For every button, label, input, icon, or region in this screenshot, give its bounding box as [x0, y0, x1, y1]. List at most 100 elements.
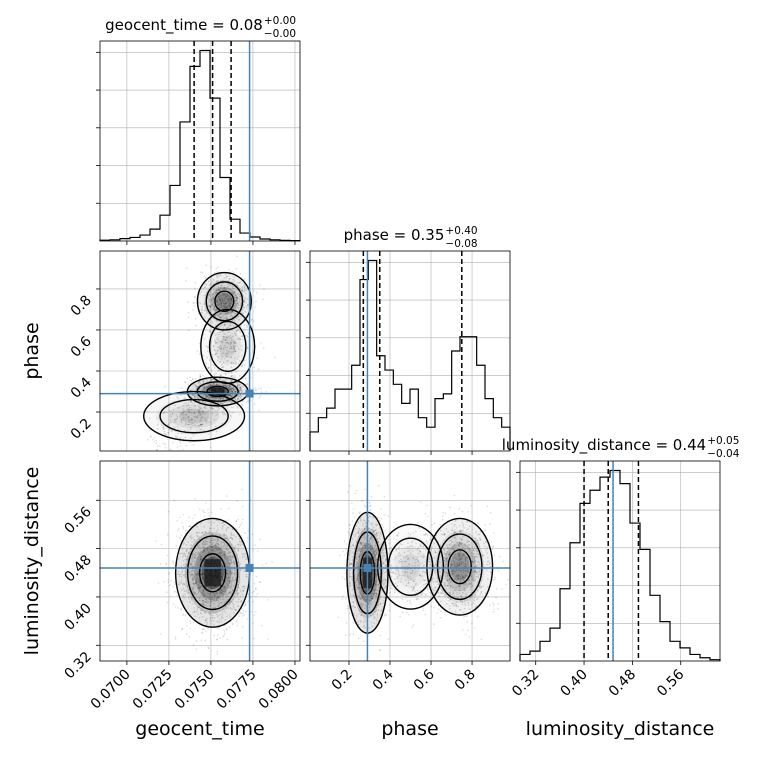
sample-point — [222, 287, 224, 289]
sample-point — [201, 271, 204, 274]
sample-point — [155, 439, 157, 442]
sample-point — [254, 544, 256, 546]
sample-point — [348, 528, 351, 530]
sample-point — [187, 404, 190, 406]
sample-point — [194, 386, 196, 389]
sample-point — [243, 328, 246, 331]
sample-point — [231, 400, 233, 403]
sample-point — [209, 306, 212, 308]
sample-point — [222, 300, 225, 303]
sample-point — [184, 381, 186, 383]
sample-point — [189, 389, 191, 392]
sample-point — [206, 386, 208, 388]
sample-point — [231, 389, 233, 392]
sample-point — [477, 615, 479, 618]
sample-point — [186, 405, 188, 407]
sample-point — [213, 306, 215, 308]
sample-point — [233, 388, 235, 391]
sample-point — [215, 287, 217, 289]
sample-point — [194, 282, 197, 284]
sample-point — [364, 488, 366, 491]
sample-point — [467, 511, 470, 513]
sample-point — [360, 500, 363, 503]
sample-point — [211, 384, 214, 387]
sample-point — [218, 384, 220, 387]
sample-point — [221, 300, 223, 303]
sample-point — [193, 302, 196, 304]
sample-point — [223, 324, 226, 326]
sample-point — [493, 554, 496, 557]
sample-point — [241, 612, 244, 614]
sample-point — [204, 386, 206, 389]
sample-point — [243, 286, 246, 288]
sample-point — [219, 378, 221, 381]
sample-point — [179, 516, 181, 519]
sample-point — [348, 533, 351, 536]
title-text: luminosity_distance = 0.44 — [502, 436, 706, 455]
sample-point — [202, 288, 204, 290]
sample-point — [255, 588, 257, 591]
sample-point — [166, 554, 169, 557]
sample-point — [352, 633, 355, 635]
sample-point — [211, 384, 214, 386]
sample-point — [491, 548, 493, 551]
sample-point — [237, 396, 240, 398]
sample-point — [238, 391, 241, 394]
sample-point — [238, 295, 241, 298]
sample-point — [203, 395, 205, 397]
sample-point — [182, 614, 184, 616]
sample-point — [236, 255, 238, 258]
sample-point — [234, 404, 237, 406]
sample-point — [194, 405, 197, 407]
sample-point — [347, 491, 349, 493]
sample-point — [199, 373, 202, 376]
sample-point — [236, 294, 238, 296]
sample-point — [207, 385, 210, 388]
sample-point — [349, 484, 351, 487]
sample-point — [215, 308, 218, 311]
sample-point — [159, 445, 161, 447]
sample-point — [242, 400, 245, 402]
sample-point — [244, 298, 246, 300]
sample-point — [237, 613, 240, 616]
sample-point — [201, 374, 204, 377]
sample-point — [369, 505, 371, 507]
sample-point — [263, 288, 265, 290]
sample-point — [267, 599, 270, 601]
sample-point — [231, 401, 234, 403]
sample-point — [223, 384, 225, 387]
sample-point — [192, 309, 194, 311]
sample-point — [224, 300, 227, 302]
sample-point — [212, 399, 214, 401]
sample-point — [196, 395, 198, 398]
sample-point — [243, 290, 246, 293]
sample-point — [226, 627, 228, 630]
sample-point — [208, 385, 211, 387]
sample-point — [338, 554, 341, 557]
sample-point — [203, 406, 206, 409]
sample-point — [231, 300, 234, 302]
sample-point — [219, 313, 222, 316]
sample-point — [165, 563, 168, 566]
sample-point — [373, 512, 375, 514]
sample-point — [255, 300, 257, 303]
sample-point — [156, 448, 158, 451]
sample-point — [487, 595, 489, 598]
sample-point — [260, 391, 263, 394]
sample-point — [224, 373, 227, 376]
histogram-luminosity_distance — [519, 469, 721, 661]
sample-point — [239, 524, 242, 526]
sample-point — [230, 298, 232, 300]
sample-point — [219, 300, 221, 302]
sample-point — [167, 581, 169, 583]
sample-point — [192, 385, 195, 388]
sample-point — [229, 395, 232, 397]
sample-point — [178, 537, 181, 539]
sample-point — [203, 387, 205, 389]
sample-point — [215, 267, 218, 270]
sample-point — [181, 387, 183, 389]
sample-point — [235, 268, 238, 270]
sample-point — [229, 294, 232, 297]
sample-point — [422, 609, 425, 611]
sample-point — [168, 571, 170, 574]
